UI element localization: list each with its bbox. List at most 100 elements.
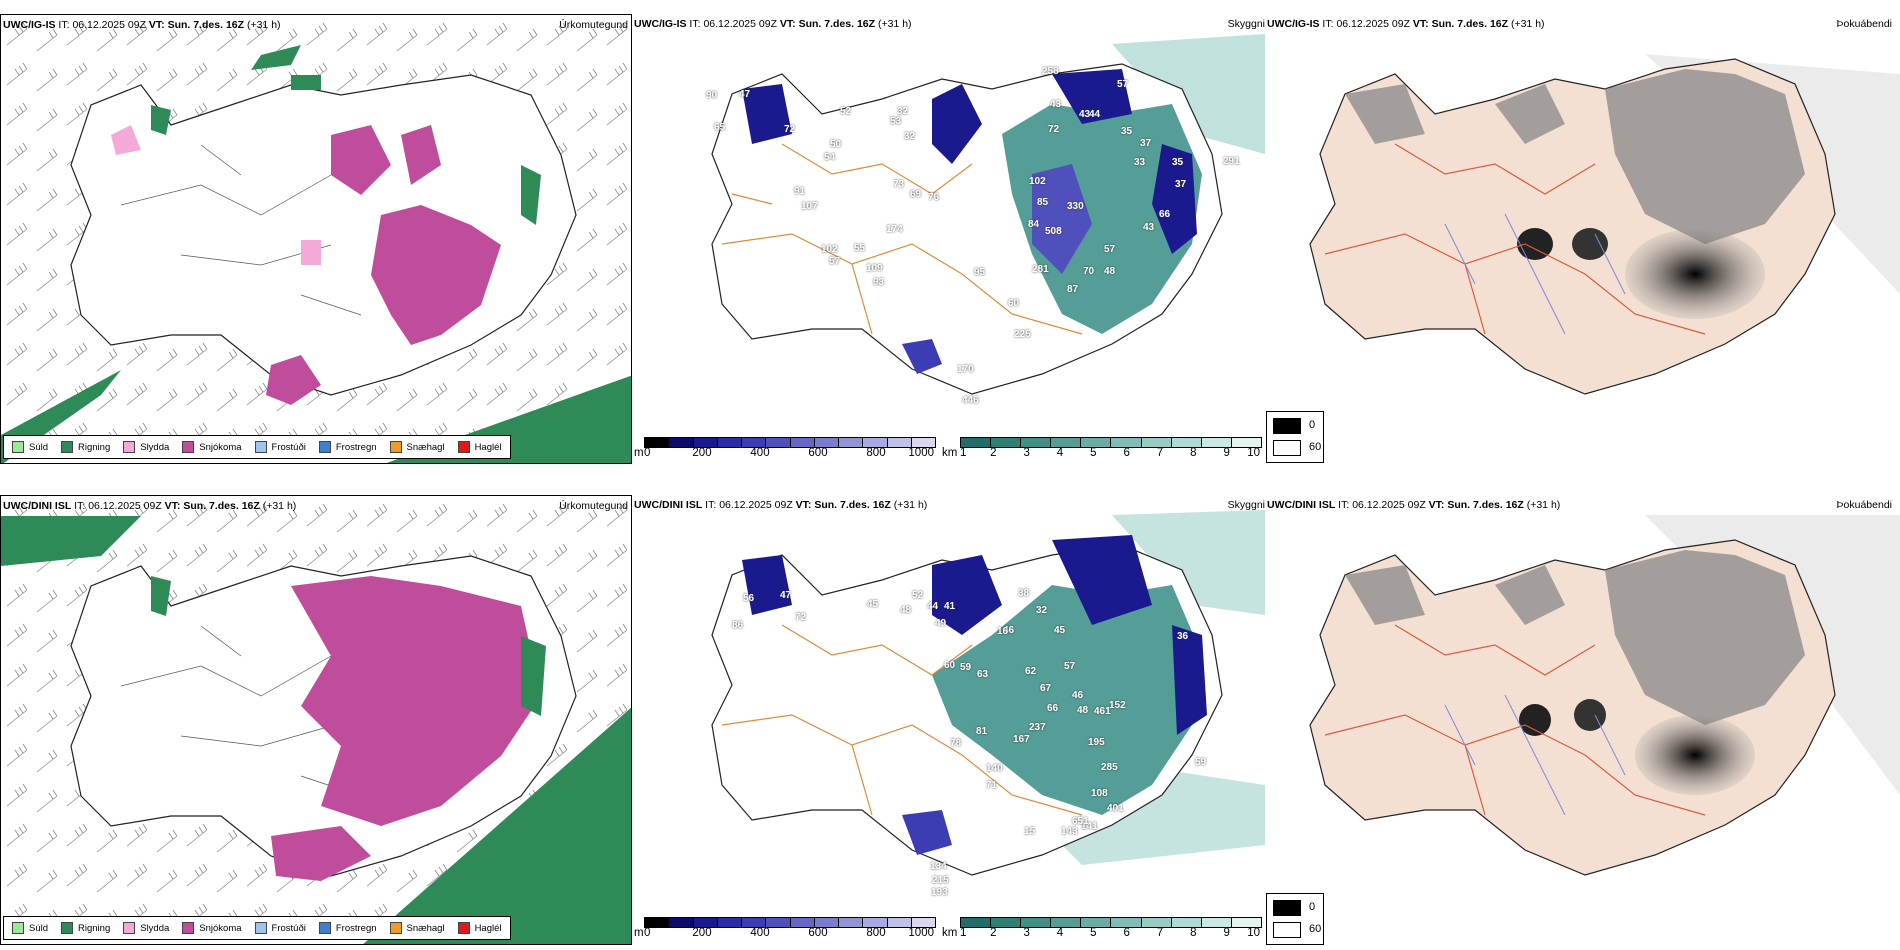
ceiling-value-label: 49 [935, 618, 947, 629]
colorbar-swatch [991, 918, 1022, 927]
fog-legend-top: 0 60 [1266, 411, 1324, 463]
ceiling-value-label: 67 [1040, 683, 1052, 694]
vt-value: Sun. 7.des. 16Z [1447, 499, 1524, 511]
ceiling-value-label: 170 [957, 364, 974, 375]
low-visibility [1002, 104, 1202, 334]
ceiling-value-label: 43 [1079, 109, 1091, 120]
low-ceiling [742, 69, 1197, 254]
colorbar-tick-label: 600 [808, 927, 828, 939]
ceiling-colorbar-top: m 0 200 400 600 800 1000 [634, 437, 936, 463]
it-label: IT: [1338, 499, 1350, 511]
sea-visibility [1112, 34, 1265, 154]
sleet-area [111, 125, 321, 265]
ceiling-value-label: 330 [1067, 201, 1084, 212]
precip-legend: Súld Rigning Slydda Snjókoma Frostúði Fr… [3, 435, 511, 459]
colorbar-swatch [669, 438, 694, 447]
panel-title: Þokuábendi [1836, 499, 1892, 511]
ceiling-value-label: 195 [1088, 737, 1105, 748]
colorbar-tick-label: 9 [1223, 447, 1230, 459]
snow-area [291, 576, 541, 826]
precip-panel-top: UWC/IG-IS IT: 06.12.2025 09Z VT: Sun. 7.… [0, 14, 632, 464]
visibility-ticks: 1 2 3 4 5 6 7 8 9 10 [960, 447, 1260, 461]
colorbar-swatch [669, 918, 694, 927]
ceiling-value-label: 66 [1159, 209, 1171, 220]
legend-swatch [254, 922, 267, 934]
colorbar-swatch [839, 438, 864, 447]
colorbar-swatch [887, 438, 912, 447]
panel-title: Skyggni [1227, 18, 1265, 30]
colorbar-swatch [1021, 918, 1052, 927]
legend-swatch [12, 922, 24, 934]
colorbar-swatch [790, 438, 815, 447]
fog-swatch-black [1273, 900, 1301, 916]
colorbar-swatch [717, 438, 742, 447]
ceiling-value-label: 258 [1042, 66, 1059, 77]
ceiling-value-label: 44 [1089, 109, 1101, 120]
colorbar-swatch [1111, 918, 1142, 927]
high-fog [1345, 550, 1805, 725]
ceiling-value-label: 167 [1013, 734, 1030, 745]
cloud-panel-top: UWC/IG-IS IT: 06.12.2025 09Z VT: Sun. 7.… [632, 14, 1265, 464]
lead-time: (+31 h) [246, 19, 281, 31]
ceiling-value-label: 37 [1140, 138, 1152, 149]
colorbar-swatch [991, 438, 1022, 447]
colorbar-tick-label: 0 [644, 927, 651, 939]
roads [1324, 143, 1706, 335]
ceiling-value-label: 69 [910, 189, 922, 200]
lead-time: (+31 h) [893, 499, 928, 511]
snow-area [271, 826, 371, 881]
colorbar-tick-label: 200 [692, 927, 712, 939]
ceiling-value-label: 63 [977, 669, 989, 680]
colorbar-swatch [693, 438, 718, 447]
ceiling-value-label: 81 [976, 726, 988, 737]
ceiling-value-label: 90 [706, 90, 718, 101]
colorbar-swatch [887, 918, 912, 927]
ceiling-value-label: 60 [944, 660, 956, 671]
ceiling-value-label: 73 [893, 179, 905, 190]
colorbar-swatch [1171, 918, 1202, 927]
legend-item: Súld [12, 441, 48, 453]
colorbar-swatch [1141, 438, 1172, 447]
colorbar-tick-label: 800 [866, 447, 886, 459]
fog-core [1572, 228, 1608, 260]
vt-label: VT: [1428, 499, 1445, 511]
it-value: 06.12.2025 09Z [1336, 18, 1410, 30]
ceiling-value-label: 107 [801, 201, 818, 212]
ceiling-value-label: 84 [1028, 219, 1040, 230]
vt-label: VT: [164, 500, 181, 512]
vt-value: Sun. 7.des. 16Z [1431, 18, 1509, 30]
rivers [1444, 694, 1626, 816]
colorbar-swatch [1201, 438, 1232, 447]
fog-core [1517, 228, 1553, 260]
ceiling-value-label: 152 [1109, 700, 1126, 711]
ceiling-value-label: 52 [840, 106, 852, 117]
colorbar-tick-label: 0 [644, 447, 651, 459]
panel-title: Skyggni [1227, 499, 1265, 511]
legend-item: Haglél [457, 922, 502, 934]
colorbar-swatch [766, 918, 791, 927]
ceiling-value-label: 508 [1045, 226, 1062, 237]
fog-core [1574, 699, 1606, 731]
ceiling-value-label: 60 [1008, 298, 1020, 309]
colorbar-tick-label: 200 [692, 447, 712, 459]
sea-fog [1645, 54, 1900, 294]
colorbar-tick-label: 1000 [908, 927, 934, 939]
ceiling-value-label: 44 [927, 601, 939, 612]
country-inner-lines [120, 625, 362, 797]
ceiling-value-label: 134 [930, 861, 947, 872]
legend-swatch [318, 441, 331, 453]
legend-swatch [254, 441, 267, 453]
ceiling-value-label: 102 [1029, 176, 1046, 187]
fog-core [1519, 704, 1551, 736]
precip-legend: Súld Rigning Slydda Snjókoma Frostúði Fr… [3, 916, 511, 940]
it-label: IT: [1322, 18, 1334, 30]
ceiling-colorbar-bottom: m 0 200 400 600 800 1000 [634, 917, 936, 943]
legend-swatch [123, 922, 136, 934]
legend-item: Snjókoma [182, 441, 242, 453]
ceiling-value-label: 46 [1003, 625, 1015, 636]
colorbar-swatch [1201, 918, 1232, 927]
colorbar-tick-label: 600 [808, 447, 828, 459]
colorbar-swatch [961, 438, 992, 447]
vt-label: VT: [795, 499, 812, 511]
roads [1324, 624, 1706, 816]
